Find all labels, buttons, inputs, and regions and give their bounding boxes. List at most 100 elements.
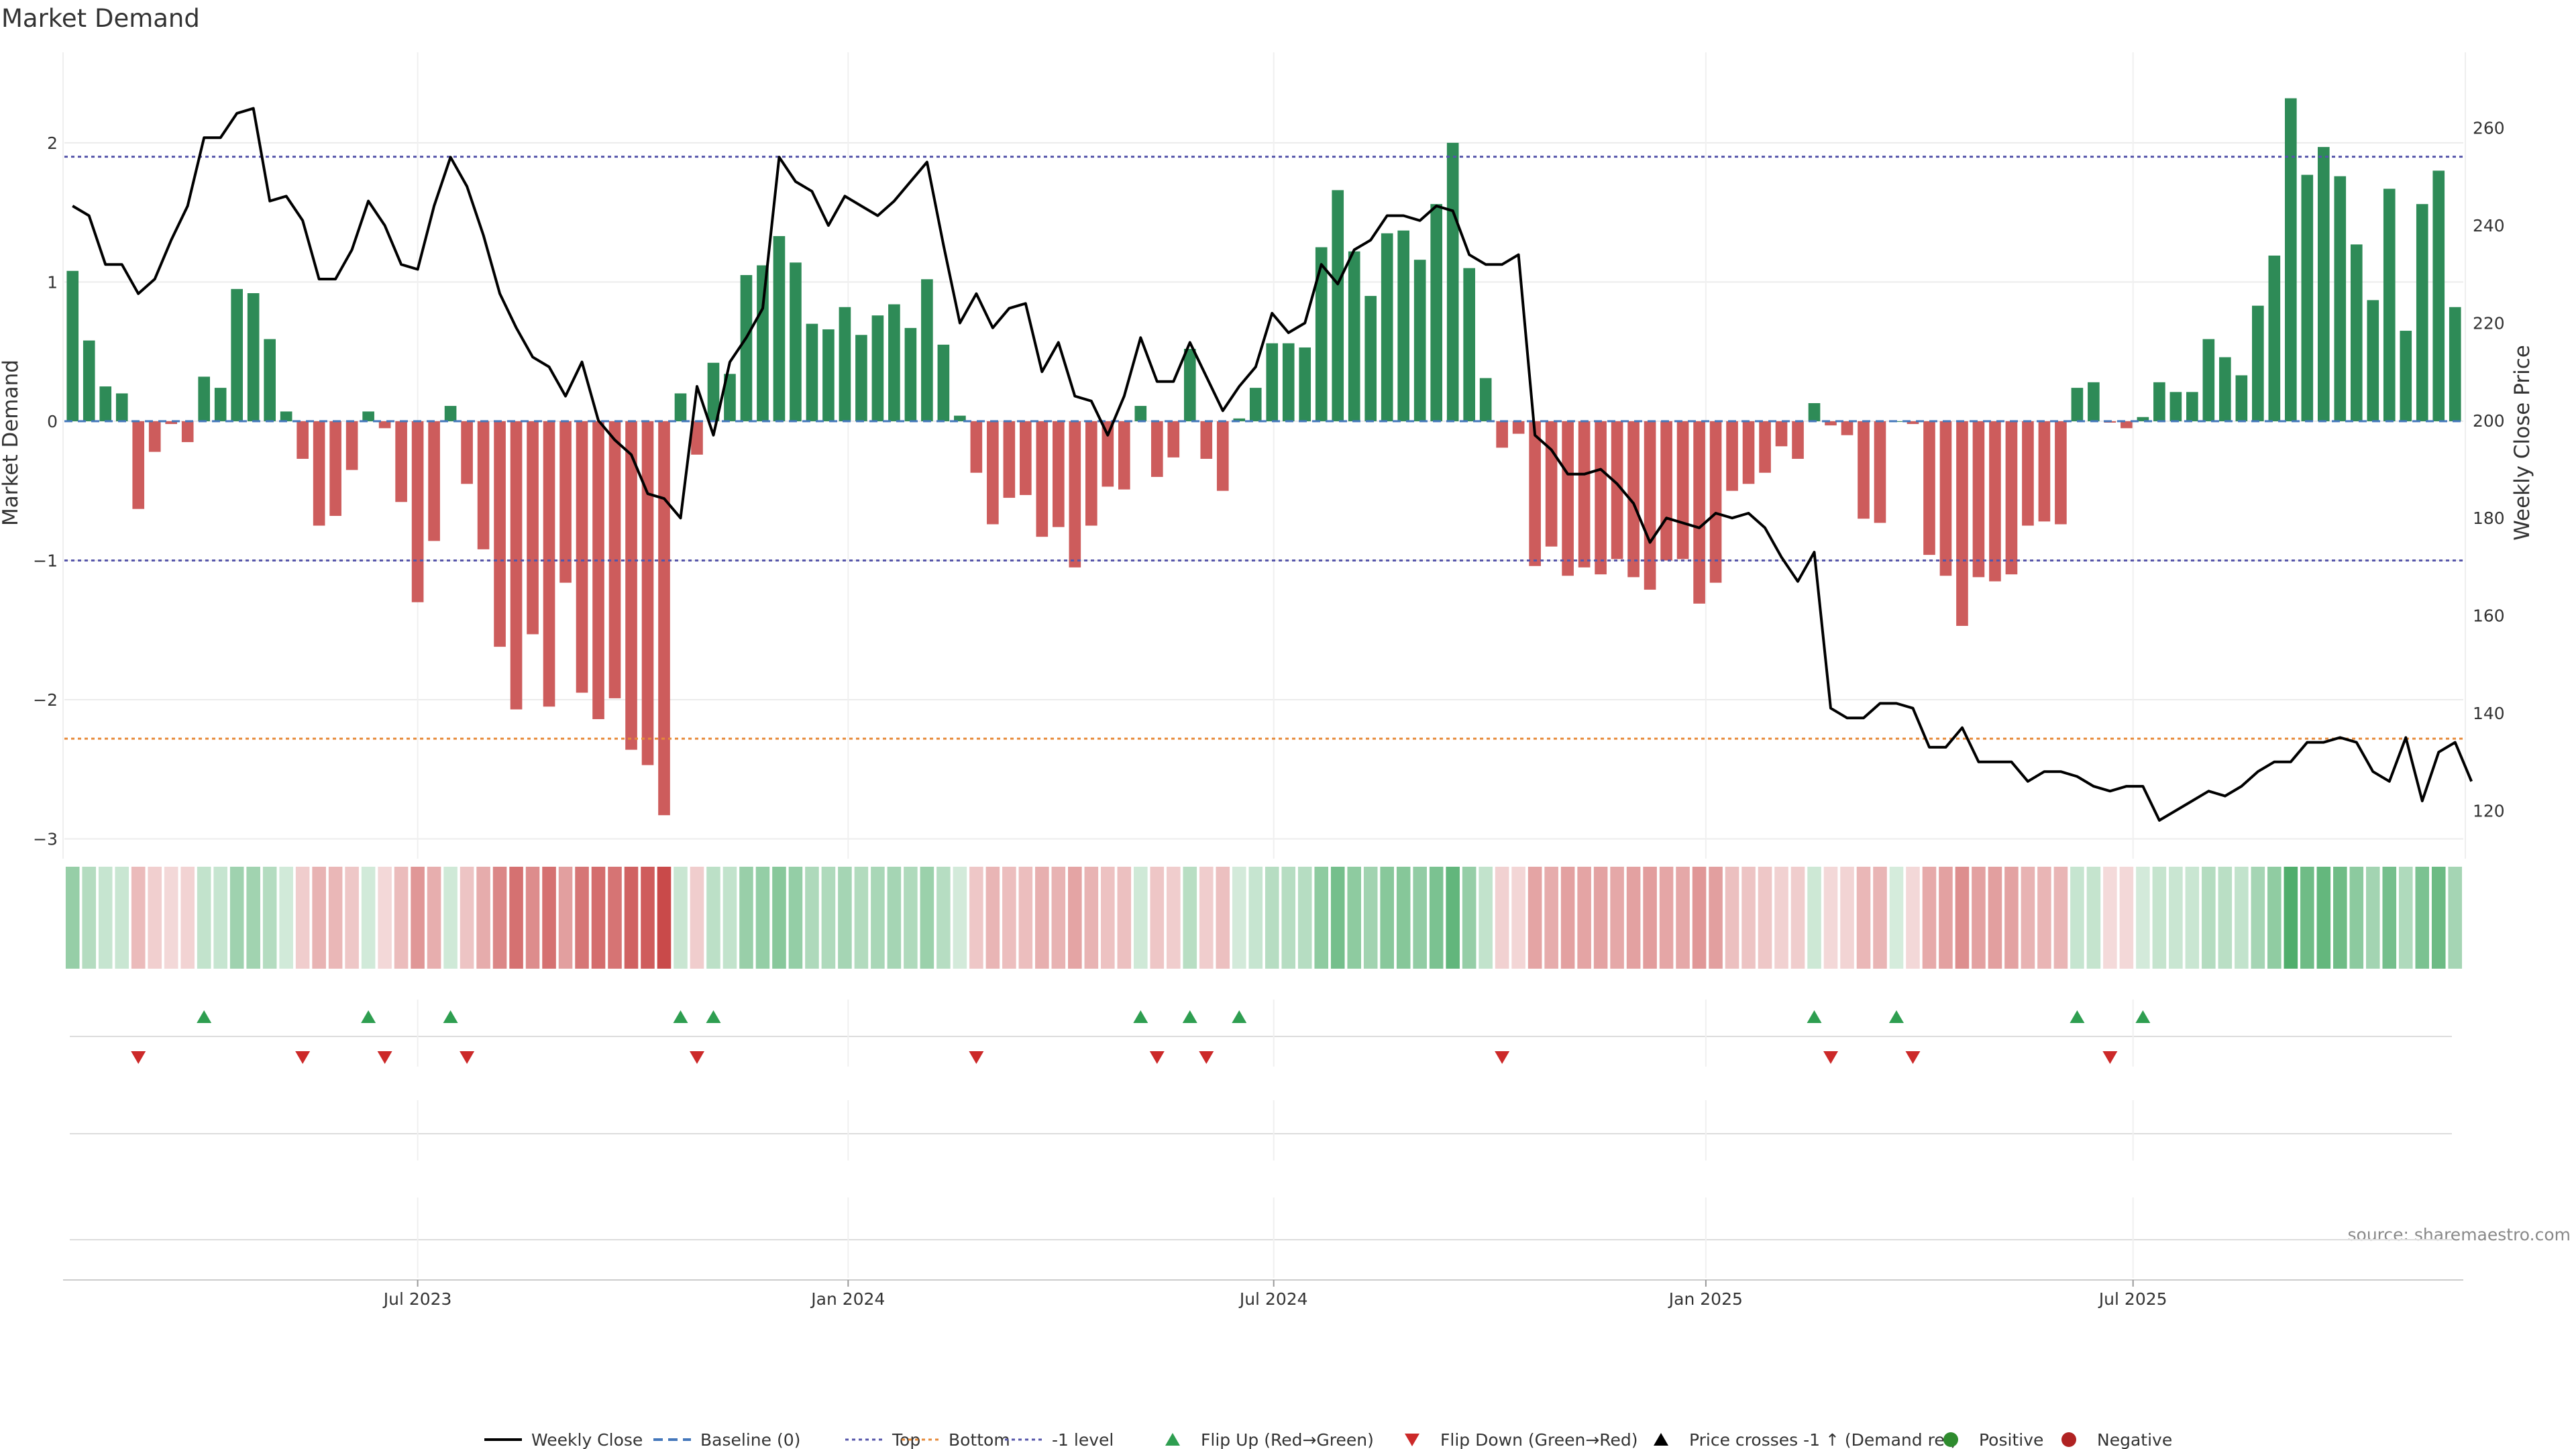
heat-cell — [871, 867, 885, 969]
demand-bar — [1775, 421, 1788, 447]
demand-heat-strip — [65, 867, 2463, 969]
demand-bar — [576, 421, 588, 693]
demand-bar — [2055, 421, 2067, 525]
demand-bar — [2038, 421, 2051, 522]
heat-cell — [1479, 867, 1493, 969]
demand-bar — [822, 329, 835, 421]
heat-cell — [1429, 867, 1444, 969]
heat-cell — [1134, 867, 1148, 969]
demand-bar — [1200, 421, 1213, 459]
heat-cell — [591, 867, 606, 969]
heat-cell — [854, 867, 869, 969]
legend-label: Positive — [1979, 1430, 2043, 1449]
demand-bar — [691, 421, 703, 455]
demand-bar — [378, 421, 391, 429]
heat-cell — [1495, 867, 1509, 969]
demand-bar — [773, 235, 786, 421]
demand-bar — [559, 421, 572, 583]
heat-cell — [624, 867, 639, 969]
demand-bar — [494, 421, 506, 647]
flip-down-marker — [1905, 1051, 1921, 1064]
y2-tick-label: 160 — [2473, 606, 2505, 626]
heat-cell — [1889, 867, 1904, 969]
heat-cell — [2382, 867, 2397, 969]
heat-cell — [180, 867, 195, 969]
heat-cell — [443, 867, 458, 969]
legend-label: Negative — [2097, 1430, 2172, 1449]
demand-bar — [1003, 421, 1016, 498]
demand-bar — [1676, 421, 1689, 559]
demand-bar — [921, 279, 933, 421]
heat-cell — [1527, 867, 1542, 969]
demand-bar — [99, 386, 112, 421]
flip-up-marker — [1888, 1010, 1904, 1023]
heat-cell — [674, 867, 688, 969]
heat-cell — [1676, 867, 1690, 969]
heat-cell — [755, 867, 770, 969]
demand-bar — [1183, 349, 1196, 421]
demand-bar — [362, 411, 374, 421]
heat-cell — [394, 867, 409, 969]
y2-tick-label: 220 — [2473, 313, 2505, 333]
flip-up-marker — [2135, 1010, 2151, 1023]
demand-bar — [1611, 421, 1623, 559]
legend-swatch-circle — [1943, 1432, 1958, 1447]
demand-bar — [1036, 421, 1049, 537]
heat-cell — [1774, 867, 1788, 969]
legend-label: Weekly Close — [531, 1430, 643, 1449]
heat-cell — [262, 867, 277, 969]
demand-bar — [527, 421, 539, 635]
demand-bar — [724, 374, 736, 421]
demand-bar — [970, 421, 983, 473]
demand-bar — [2350, 244, 2363, 421]
heat-cell — [641, 867, 655, 969]
heat-cell — [1002, 867, 1016, 969]
demand-bar — [641, 421, 654, 765]
demand-bar — [1578, 421, 1591, 568]
heat-cell — [838, 867, 852, 969]
heat-cell — [460, 867, 474, 969]
y2-axis-label: Weekly Close Price — [2510, 345, 2534, 541]
demand-bar — [1069, 421, 1081, 568]
demand-bar — [1479, 378, 1492, 421]
x-axis: Jul 2023 Jan 2024 Jul 2024 Jan 2025 Jul 2025 — [63, 1279, 2463, 1309]
demand-bar — [790, 262, 802, 421]
demand-bar — [1053, 421, 1065, 527]
demand-bar — [658, 421, 670, 816]
heat-cell — [821, 867, 836, 969]
heat-cell — [1560, 867, 1575, 969]
heat-cell — [1610, 867, 1624, 969]
demand-bar — [987, 421, 999, 525]
heat-cell — [887, 867, 902, 969]
demand-bar — [1282, 343, 1295, 421]
heat-cell — [131, 867, 146, 969]
heat-cell — [1363, 867, 1378, 969]
heat-cell — [1380, 867, 1394, 969]
flip-down-marker — [1199, 1051, 1214, 1064]
legend-label: Flip Up (Red→Green) — [1201, 1430, 1374, 1449]
heat-cell — [82, 867, 97, 969]
flip-up-marker — [1232, 1010, 1247, 1023]
demand-bar — [2432, 170, 2445, 421]
flip-up-marker — [197, 1010, 212, 1023]
heat-cell — [279, 867, 293, 969]
heat-cell — [1101, 867, 1115, 969]
demand-bar — [2202, 339, 2215, 421]
demand-bar — [707, 362, 720, 421]
demand-bar — [181, 421, 194, 443]
demand-bar — [461, 421, 473, 484]
demand-bar — [1233, 418, 1246, 421]
heat-cell — [1462, 867, 1477, 969]
flip-down-marker — [295, 1051, 311, 1064]
flip-up-marker — [1807, 1010, 1822, 1023]
y-axis-label: Market Demand — [0, 360, 23, 526]
demand-bar — [198, 376, 211, 421]
legend-swatch-up-triangle — [1165, 1433, 1180, 1446]
flip-up-marker — [443, 1010, 458, 1023]
heat-cell — [2021, 867, 2035, 969]
demand-bar — [2301, 174, 2314, 421]
heat-cell — [2235, 867, 2249, 969]
demand-bar — [674, 393, 687, 421]
y-tick-label: −2 — [33, 690, 58, 710]
